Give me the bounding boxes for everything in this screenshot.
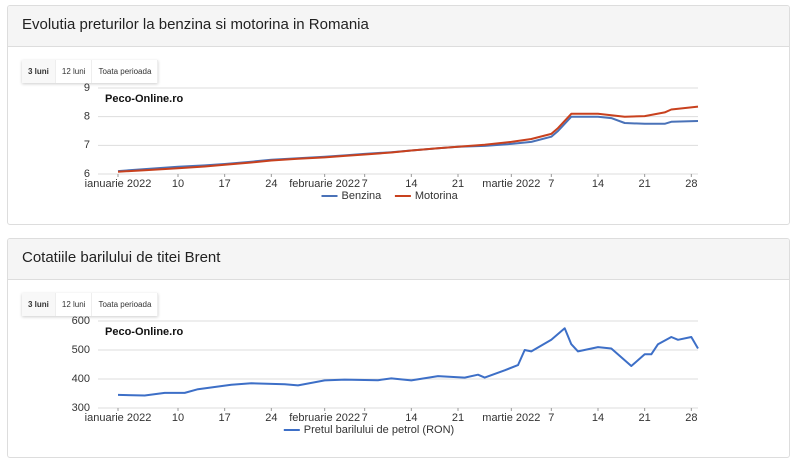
y-tick-label: 600 [72,315,90,327]
x-tick-label: 21 [452,412,464,424]
watermark: Peco-Online.ro [105,326,184,338]
y-tick-label: 400 [72,373,90,385]
panel-title: Evolutia preturilor la benzina si motori… [8,6,789,47]
series-line [117,115,699,173]
x-tick-label: martie 2022 [482,178,540,190]
y-tick-label: 7 [84,139,90,151]
panel: Cotatiile barilului de titei Brent 3 lun… [7,238,790,458]
x-tick-label: 10 [172,412,184,424]
series-line [117,105,699,173]
x-tick-label: 17 [219,178,231,190]
x-tick-label: 14 [592,412,604,424]
x-tick-label: martie 2022 [482,412,540,424]
x-tick-label: februarie 2022 [289,178,360,190]
x-tick-label: 14 [405,178,417,190]
panel: Evolutia preturilor la benzina si motori… [7,5,790,225]
legend-label: Benzina [342,190,383,202]
x-tick-label: 28 [685,178,697,190]
x-tick-label: 21 [639,412,651,424]
x-tick-label: 14 [592,178,604,190]
legend-label: Motorina [415,190,459,202]
y-tick-label: 9 [84,82,90,94]
x-tick-label: 7 [548,412,554,424]
x-tick-label: 7 [362,178,368,190]
x-tick-label: 7 [362,412,368,424]
x-tick-label: 7 [548,178,554,190]
x-tick-label: 17 [219,412,231,424]
range-button[interactable]: Toata perioada [92,293,159,316]
range-buttons: 3 luni 12 luni Toata perioada [22,293,159,316]
x-tick-label: 21 [452,178,464,190]
series-line [117,327,699,397]
y-tick-label: 300 [72,402,90,414]
y-tick-label: 8 [84,111,90,123]
x-tick-label: 24 [265,178,277,190]
panel-title: Cotatiile barilului de titei Brent [8,239,789,280]
x-tick-label: 28 [685,412,697,424]
range-button[interactable]: 3 luni [22,293,56,316]
range-buttons: 3 luni 12 luni Toata perioada [22,60,159,83]
x-tick-label: 24 [265,412,277,424]
x-tick-label: februarie 2022 [289,412,360,424]
range-button[interactable]: 12 luni [55,293,93,316]
x-tick-label: 14 [405,412,417,424]
range-button[interactable]: 3 luni [22,60,56,83]
range-button[interactable]: Toata perioada [92,60,159,83]
legend-label: Pretul barilului de petrol (RON) [304,424,454,436]
watermark: Peco-Online.ro [105,93,184,105]
x-tick-label: 21 [639,178,651,190]
x-tick-label: 10 [172,178,184,190]
y-tick-label: 6 [84,168,90,180]
y-tick-label: 500 [72,344,90,356]
chart: 300 400 500 600 ianuarie 2022 10 17 24 februarie… [72,315,699,436]
x-tick-label: ianuarie 2022 [85,412,152,424]
x-tick-label: ianuarie 2022 [85,178,152,190]
range-button[interactable]: 12 luni [55,60,93,83]
